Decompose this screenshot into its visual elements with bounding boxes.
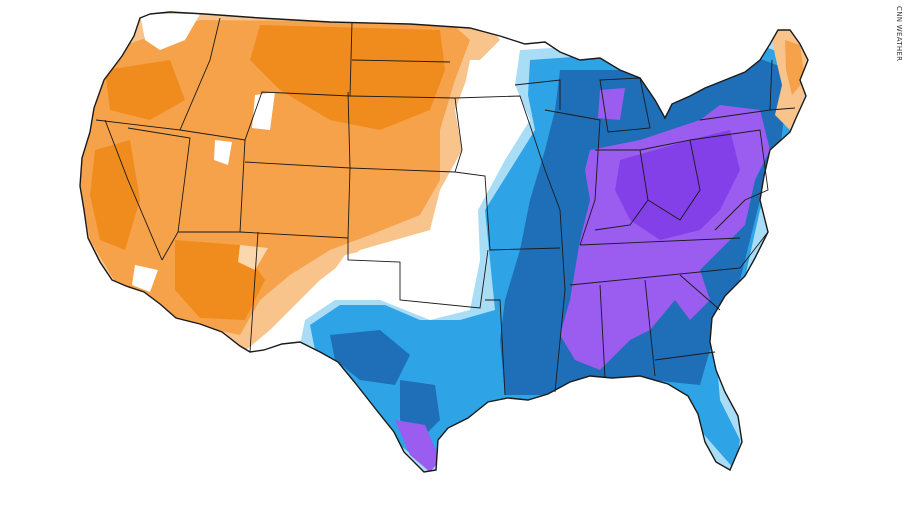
- border-alabama-georgia: [644, 279, 656, 377]
- border-dakotas-nebraska: [349, 95, 463, 173]
- border-missouri: [454, 171, 561, 251]
- border-nevada-utah: [127, 127, 191, 261]
- neutral-patch-socal: [132, 265, 158, 292]
- border-north-south-dakota: [351, 59, 451, 63]
- border-arizona-newmexico: [249, 231, 259, 353]
- border-california-nevada: [104, 119, 163, 261]
- warm-anomaly-dark-region-plains: [250, 25, 445, 130]
- border-new-england: [769, 107, 796, 111]
- border-oklahoma-texas: [347, 238, 489, 309]
- cold-anomaly-patch-south-texas: [395, 420, 440, 472]
- warm-light-patch-newmexico: [238, 245, 268, 270]
- border-arkansas-louisiana: [485, 299, 506, 396]
- neutral-patch-idaho: [252, 92, 275, 130]
- warm-anomaly-dark-region-northwest: [105, 60, 185, 120]
- border-mississippi-alabama: [599, 284, 606, 379]
- neutral-patch-utah: [214, 140, 232, 165]
- border-pennsylvania-virginia: [689, 129, 769, 231]
- state-borders: [79, 11, 809, 473]
- cold-anomaly-dark-core: [615, 130, 740, 240]
- border-oregon-washington-idaho: [95, 17, 221, 131]
- border-tennessee-south: [569, 231, 769, 286]
- border-tennessee-kentucky: [579, 237, 741, 246]
- border-georgia-southcarolina: [679, 274, 721, 311]
- border-ohio: [639, 139, 701, 221]
- neutral-region-plains: [320, 60, 545, 320]
- border-michigan: [599, 77, 651, 133]
- neutral-patch-northwest: [140, 14, 200, 50]
- us-coastline-outline: [79, 11, 809, 473]
- border-georgia-florida: [654, 351, 716, 361]
- border-idaho-montana-wyoming: [179, 21, 353, 141]
- border-mississippi-river: [554, 209, 566, 393]
- credit-label: CNN WEATHER: [895, 6, 903, 62]
- cool-anomaly-dark-patch-texas: [330, 330, 410, 385]
- border-colorado-newmexico-kansas: [239, 167, 456, 239]
- border-minnesota-wisconsin: [514, 79, 561, 110]
- border-iowa-minnesota: [454, 95, 561, 211]
- warm-anomaly-dark-region-california: [90, 140, 140, 250]
- border-wisconsin-illinois: [544, 109, 601, 246]
